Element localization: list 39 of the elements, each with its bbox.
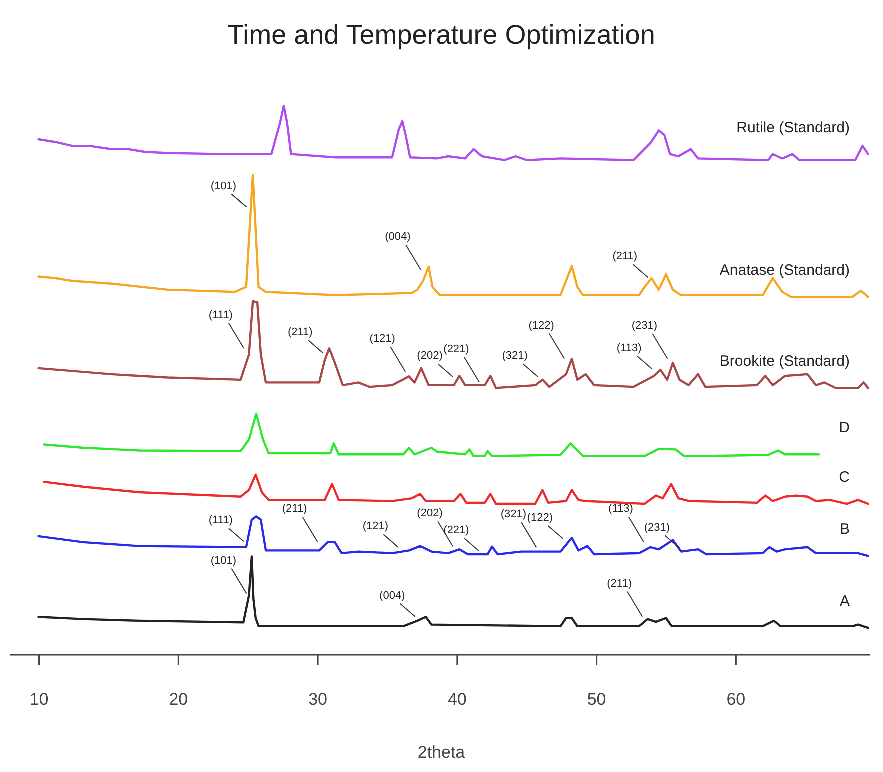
annotation: (211)	[282, 503, 308, 516]
annotation: (101)	[210, 180, 237, 192]
annotation: (221)	[444, 343, 470, 356]
series-label: Anatase (Standard)	[720, 262, 850, 280]
x-tick-label: 50	[587, 690, 606, 709]
x-tick-label: 40	[448, 690, 467, 709]
annotation: (231)	[644, 522, 670, 534]
series-label: Rutile (Standard)	[736, 119, 850, 136]
annotation: (211)	[612, 250, 638, 263]
annotation: (202)	[417, 350, 443, 362]
annotation: (231)	[632, 320, 658, 332]
x-axis-title: 2theta	[418, 743, 466, 762]
series-label: Brookite (Standard)	[720, 353, 850, 370]
annotation: (321)	[500, 508, 527, 521]
annotation: (113)	[608, 503, 634, 516]
annotation: (122)	[527, 512, 553, 524]
annotation: (321)	[502, 350, 528, 362]
chart-title: Time and Temperature Optimization	[228, 20, 656, 50]
series-label: C	[839, 469, 850, 486]
annotation: (211)	[288, 326, 313, 338]
annotation: (101)	[210, 554, 237, 567]
series-label: A	[840, 593, 850, 610]
annotation: (004)	[385, 230, 411, 243]
series-label: B	[840, 521, 850, 538]
x-tick-label: 60	[726, 690, 746, 709]
x-tick-label: 20	[169, 690, 188, 709]
x-tick-label: 10	[30, 690, 49, 709]
series-label: D	[839, 420, 850, 437]
annotation: (121)	[362, 520, 389, 533]
annotation: (221)	[444, 524, 470, 537]
x-tick-label: 30	[308, 690, 328, 709]
annotation: (113)	[616, 342, 642, 354]
annotation: (004)	[380, 590, 406, 602]
annotation: (211)	[607, 578, 632, 590]
annotation: (111)	[208, 514, 233, 527]
annotation: (122)	[528, 320, 554, 332]
annotation: (121)	[370, 333, 396, 346]
annotation: (202)	[417, 508, 443, 520]
annotation: (111)	[208, 309, 233, 322]
